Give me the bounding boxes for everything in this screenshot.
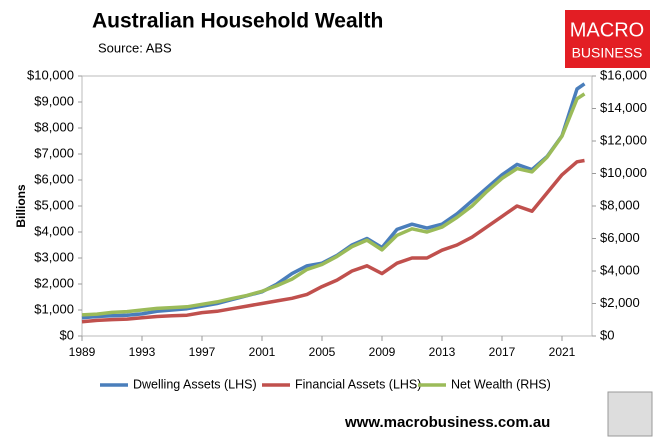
logo-icon [607, 391, 653, 437]
x-tick-label: 2017 [489, 345, 516, 359]
y-tick-label: $9,000 [34, 93, 74, 108]
y-tick-label: $7,000 [34, 145, 74, 160]
y-tick-label: $1,000 [34, 301, 74, 316]
x-tick-label: 1997 [189, 345, 216, 359]
y2-tick-label: $16,000 [600, 67, 647, 82]
y2-tick-label: $2,000 [600, 295, 640, 310]
x-tick-label: 1989 [69, 345, 96, 359]
y-tick-label: $3,000 [34, 249, 74, 264]
logo-text: BUSINESS [572, 45, 643, 61]
y-tick-label: $8,000 [34, 119, 74, 134]
series-line [81, 92, 586, 317]
y2-tick-label: $10,000 [600, 165, 647, 180]
y-axis-label: Billions [14, 184, 28, 228]
x-tick-label: 2001 [249, 345, 276, 359]
x-tick-label: 2005 [309, 345, 336, 359]
y-tick-label: $6,000 [34, 171, 74, 186]
y-tick-label: $5,000 [34, 197, 74, 212]
y-tick-label: $10,000 [27, 67, 74, 82]
x-tick-label: 2013 [429, 345, 456, 359]
y2-tick-label: $12,000 [600, 132, 647, 147]
x-tick-label: 2021 [549, 345, 576, 359]
y2-tick-label: $0 [600, 327, 614, 342]
chart-title: Australian Household Wealth [92, 10, 383, 33]
y-tick-label: $2,000 [34, 275, 74, 290]
x-tick-label: 1993 [129, 345, 156, 359]
y2-tick-label: $4,000 [600, 262, 640, 277]
legend-label: Financial Assets (LHS) [295, 377, 421, 391]
y2-tick-label: $8,000 [600, 197, 640, 212]
y2-tick-label: $14,000 [600, 100, 647, 115]
chart-subtitle: Source: ABS [98, 40, 172, 55]
y-tick-label: $0 [60, 327, 74, 342]
y-tick-label: $4,000 [34, 223, 74, 238]
legend-label: Dwelling Assets (LHS) [133, 377, 257, 391]
x-tick-label: 2009 [369, 345, 396, 359]
y2-tick-label: $6,000 [600, 230, 640, 245]
logo-box [565, 10, 650, 68]
series-line [81, 158, 585, 324]
logo-text: MACRO [570, 19, 644, 41]
legend-label: Net Wealth (RHS) [451, 377, 551, 391]
footer-url: www.macrobusiness.com.au [344, 414, 550, 431]
